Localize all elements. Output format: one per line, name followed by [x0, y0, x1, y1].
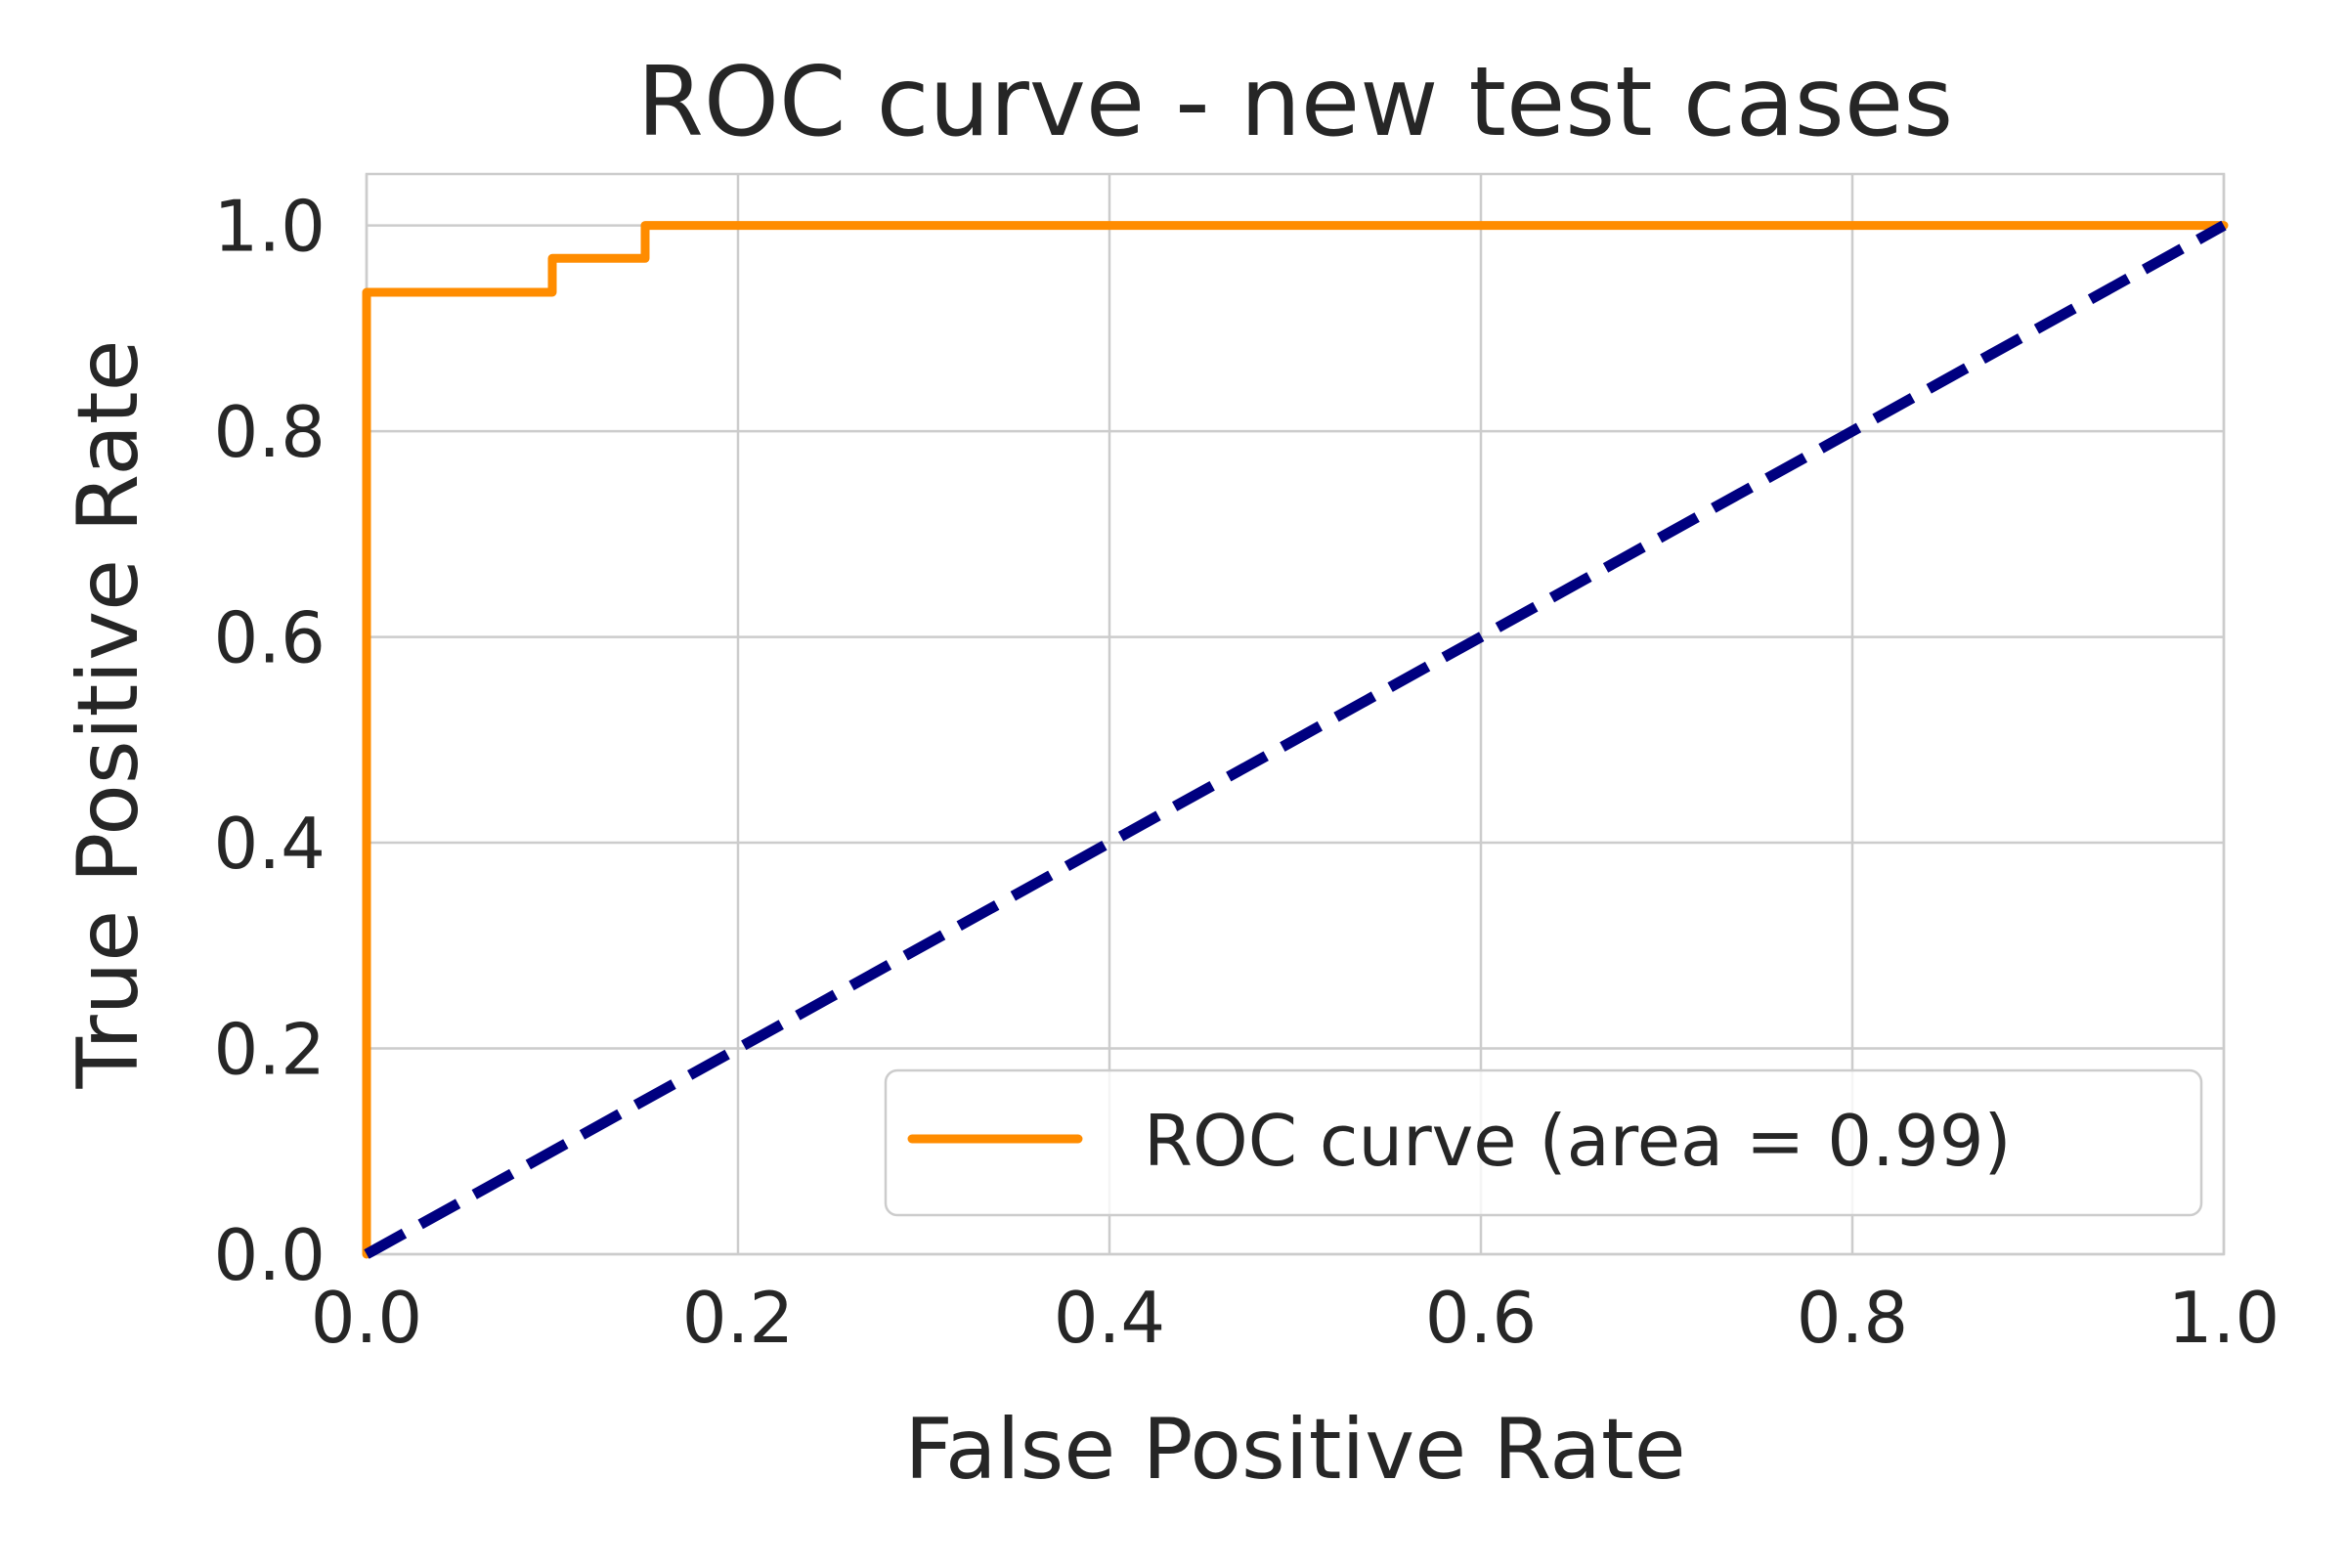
x-tick-label: 1.0	[2168, 1277, 2281, 1359]
x-axis-label: False Positive Rate	[904, 1401, 1685, 1499]
y-tick-label: 0.0	[213, 1214, 326, 1296]
x-tick-label: 0.2	[682, 1277, 795, 1359]
roc-curve-line	[362, 221, 2229, 1259]
chance-diagonal-line	[364, 220, 2227, 1259]
y-tick-label: 0.4	[213, 803, 326, 885]
legend: ROC curve (area = 0.99)	[884, 1068, 2203, 1217]
tick-labels: 0.0 0.2 0.4 0.6 0.8 1.0 0.0 0.2 0.4 0.6 0.8 1.0	[213, 186, 2280, 1359]
y-tick-label: 0.2	[213, 1009, 326, 1091]
x-tick-label: 0.6	[1425, 1277, 1538, 1359]
legend-entry-roc: ROC curve (area = 0.99)	[1144, 1100, 2012, 1182]
y-tick-label: 0.6	[213, 597, 326, 679]
x-tick-label: 0.0	[311, 1277, 423, 1359]
y-axis-label: True Positive Rate	[60, 339, 157, 1089]
y-tick-label: 0.8	[213, 391, 326, 473]
legend-box	[884, 1068, 2203, 1217]
series-lines	[362, 220, 2229, 1259]
x-tick-label: 0.8	[1797, 1277, 1909, 1359]
y-tick-label: 1.0	[213, 186, 326, 268]
x-tick-label: 0.4	[1054, 1277, 1166, 1359]
chart-title: ROC curve - new test cases	[637, 47, 1953, 158]
